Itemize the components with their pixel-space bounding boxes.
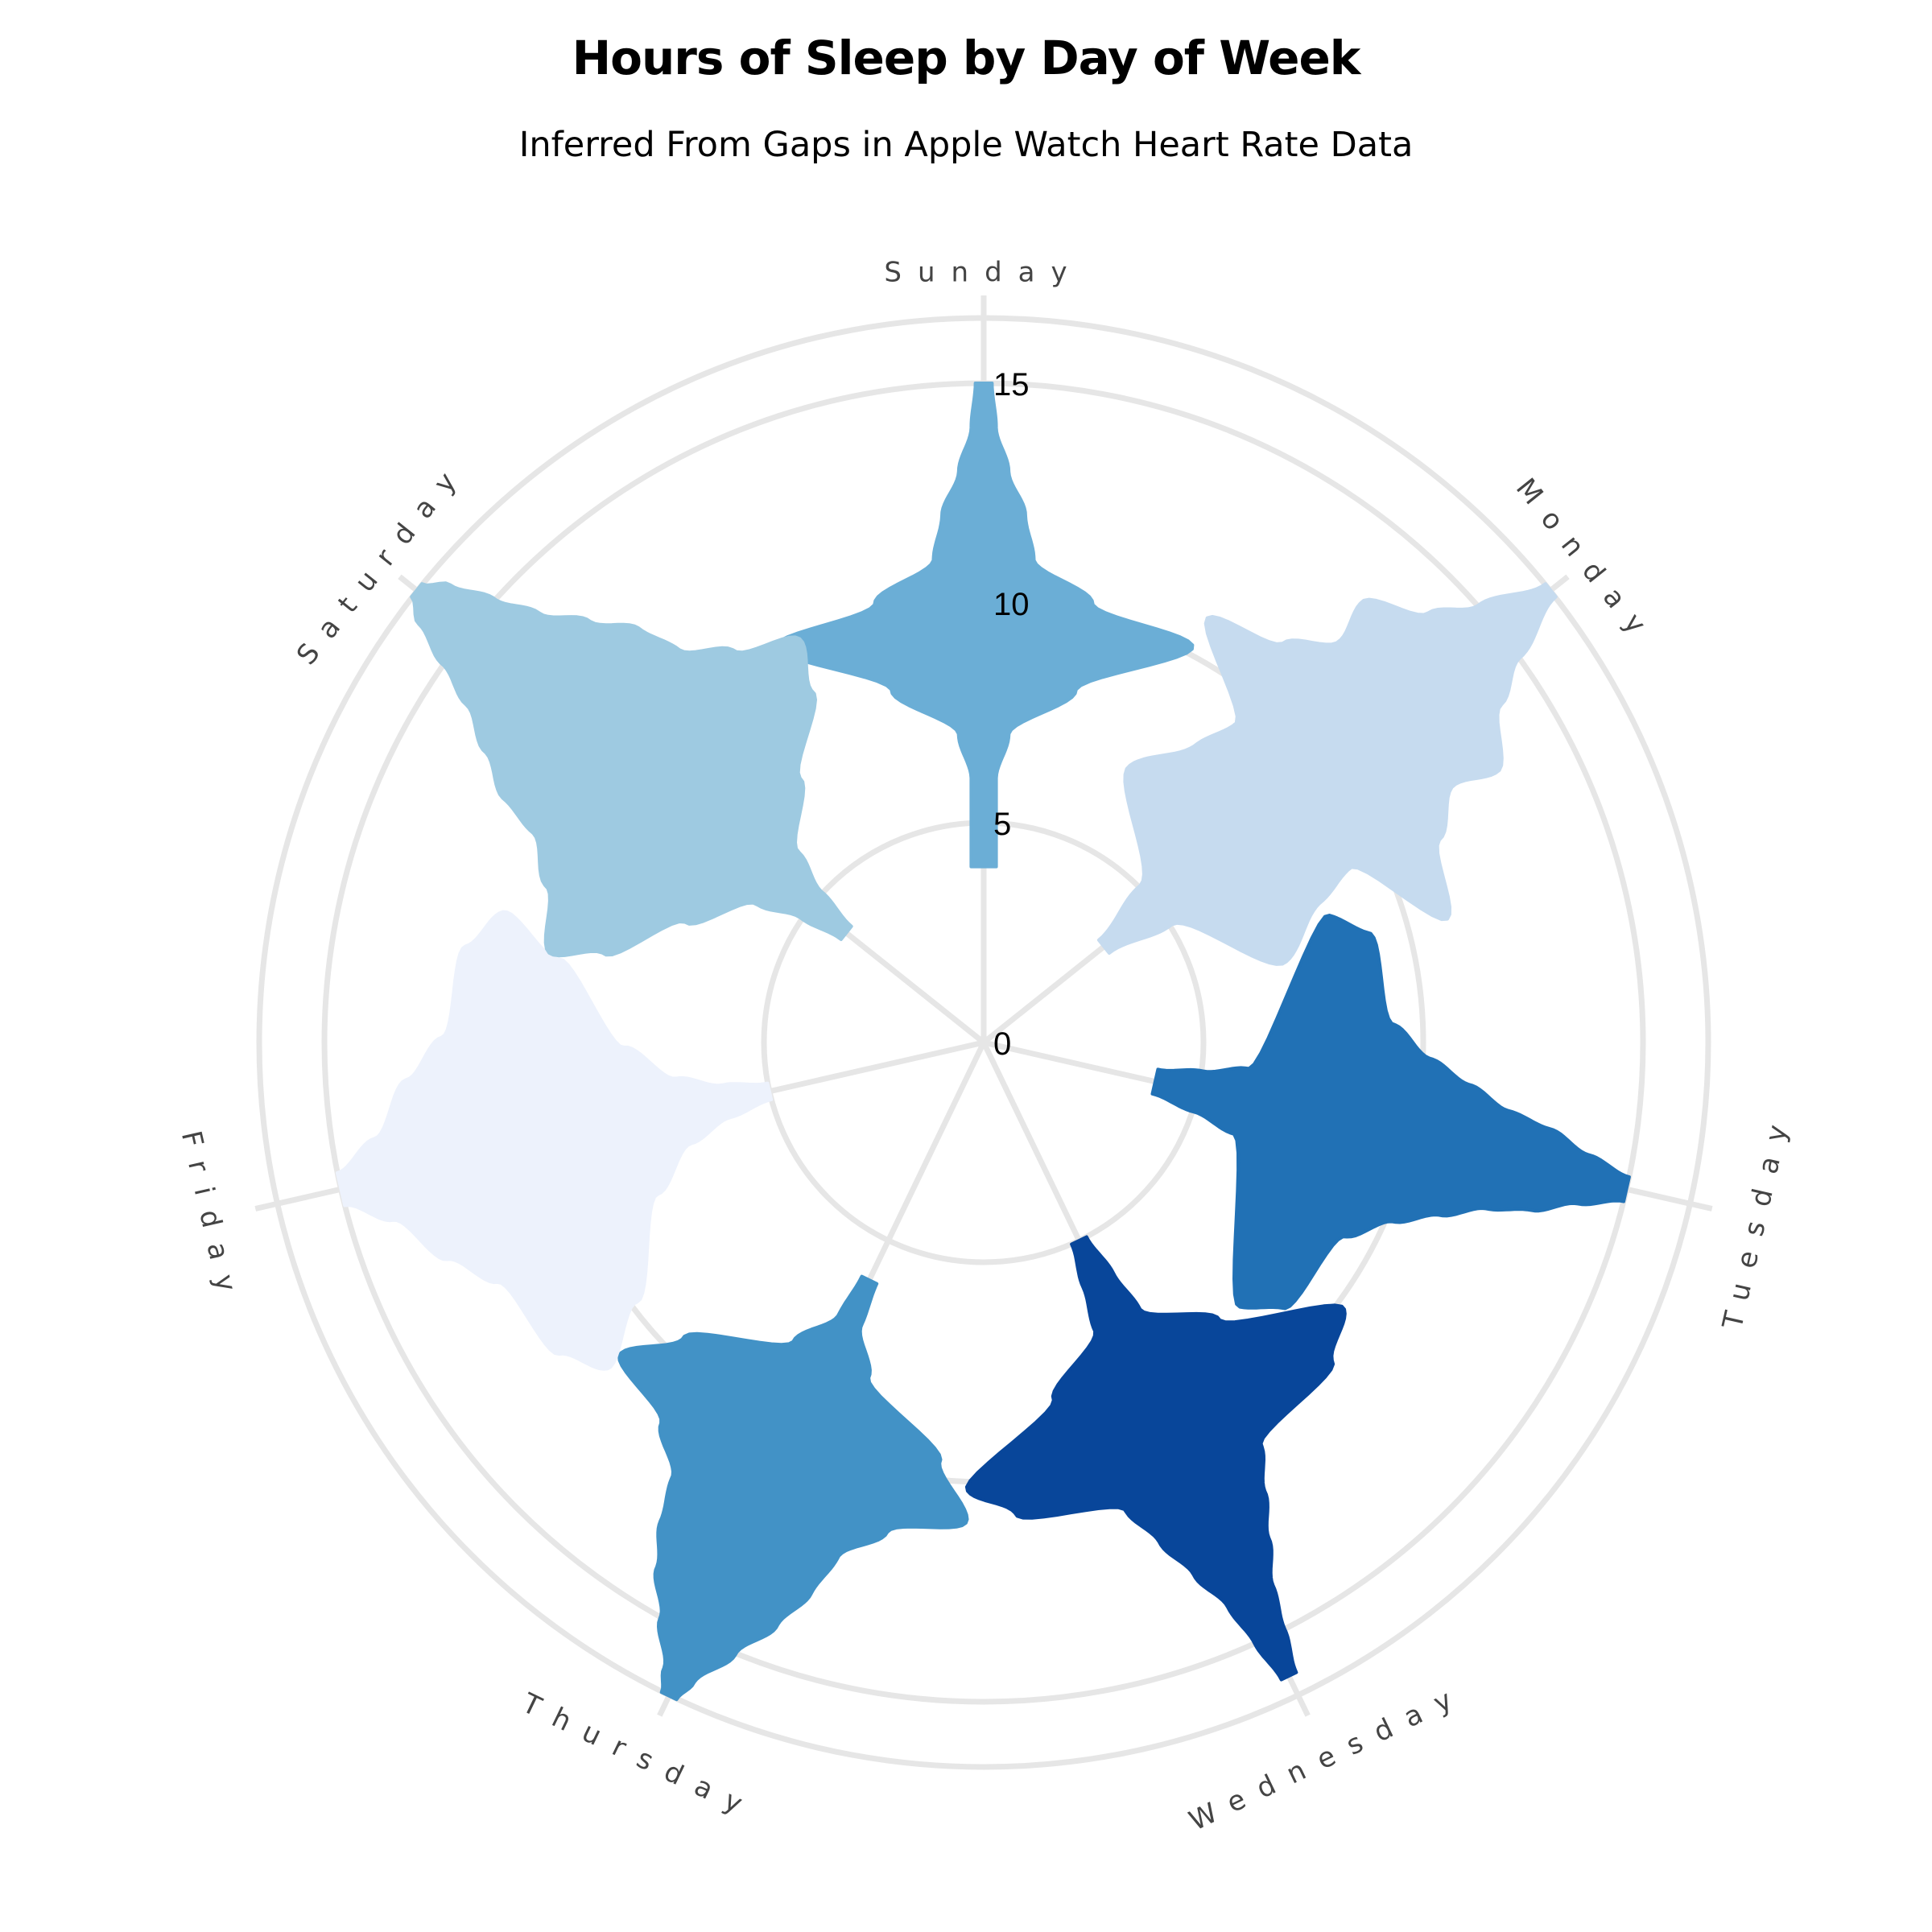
day-label-wednesday: Wednesday: [1184, 1677, 1472, 1838]
day-label-sunday: Sunday: [884, 257, 1083, 289]
day-label-tuesday: Tuesday: [1716, 1106, 1798, 1332]
chart-subtitle: Inferred From Gaps in Apple Watch Heart …: [518, 125, 1414, 165]
violin-sunday: [773, 382, 1195, 869]
violin-wednesday: [964, 1235, 1347, 1682]
day-label-thursday: Thursday: [517, 1686, 762, 1827]
violin-tuesday: [1150, 914, 1631, 1311]
violins: [335, 382, 1631, 1702]
violin-monday: [1096, 582, 1558, 966]
radial-tick-label-10: 10: [993, 587, 1030, 622]
violin-thursday: [617, 1274, 969, 1702]
radial-tick-label-15: 15: [993, 367, 1030, 402]
chart-title: Hours of Sleep by Day of Week: [572, 31, 1361, 85]
violin-friday: [335, 910, 774, 1371]
radial-tick-label-5: 5: [993, 807, 1011, 842]
violin-saturday: [410, 581, 853, 958]
day-label-friday: Friday: [175, 1128, 246, 1310]
radial-tick-labels: 0 5 10 15: [993, 367, 1030, 1062]
radial-tick-label-0: 0: [993, 1026, 1011, 1062]
